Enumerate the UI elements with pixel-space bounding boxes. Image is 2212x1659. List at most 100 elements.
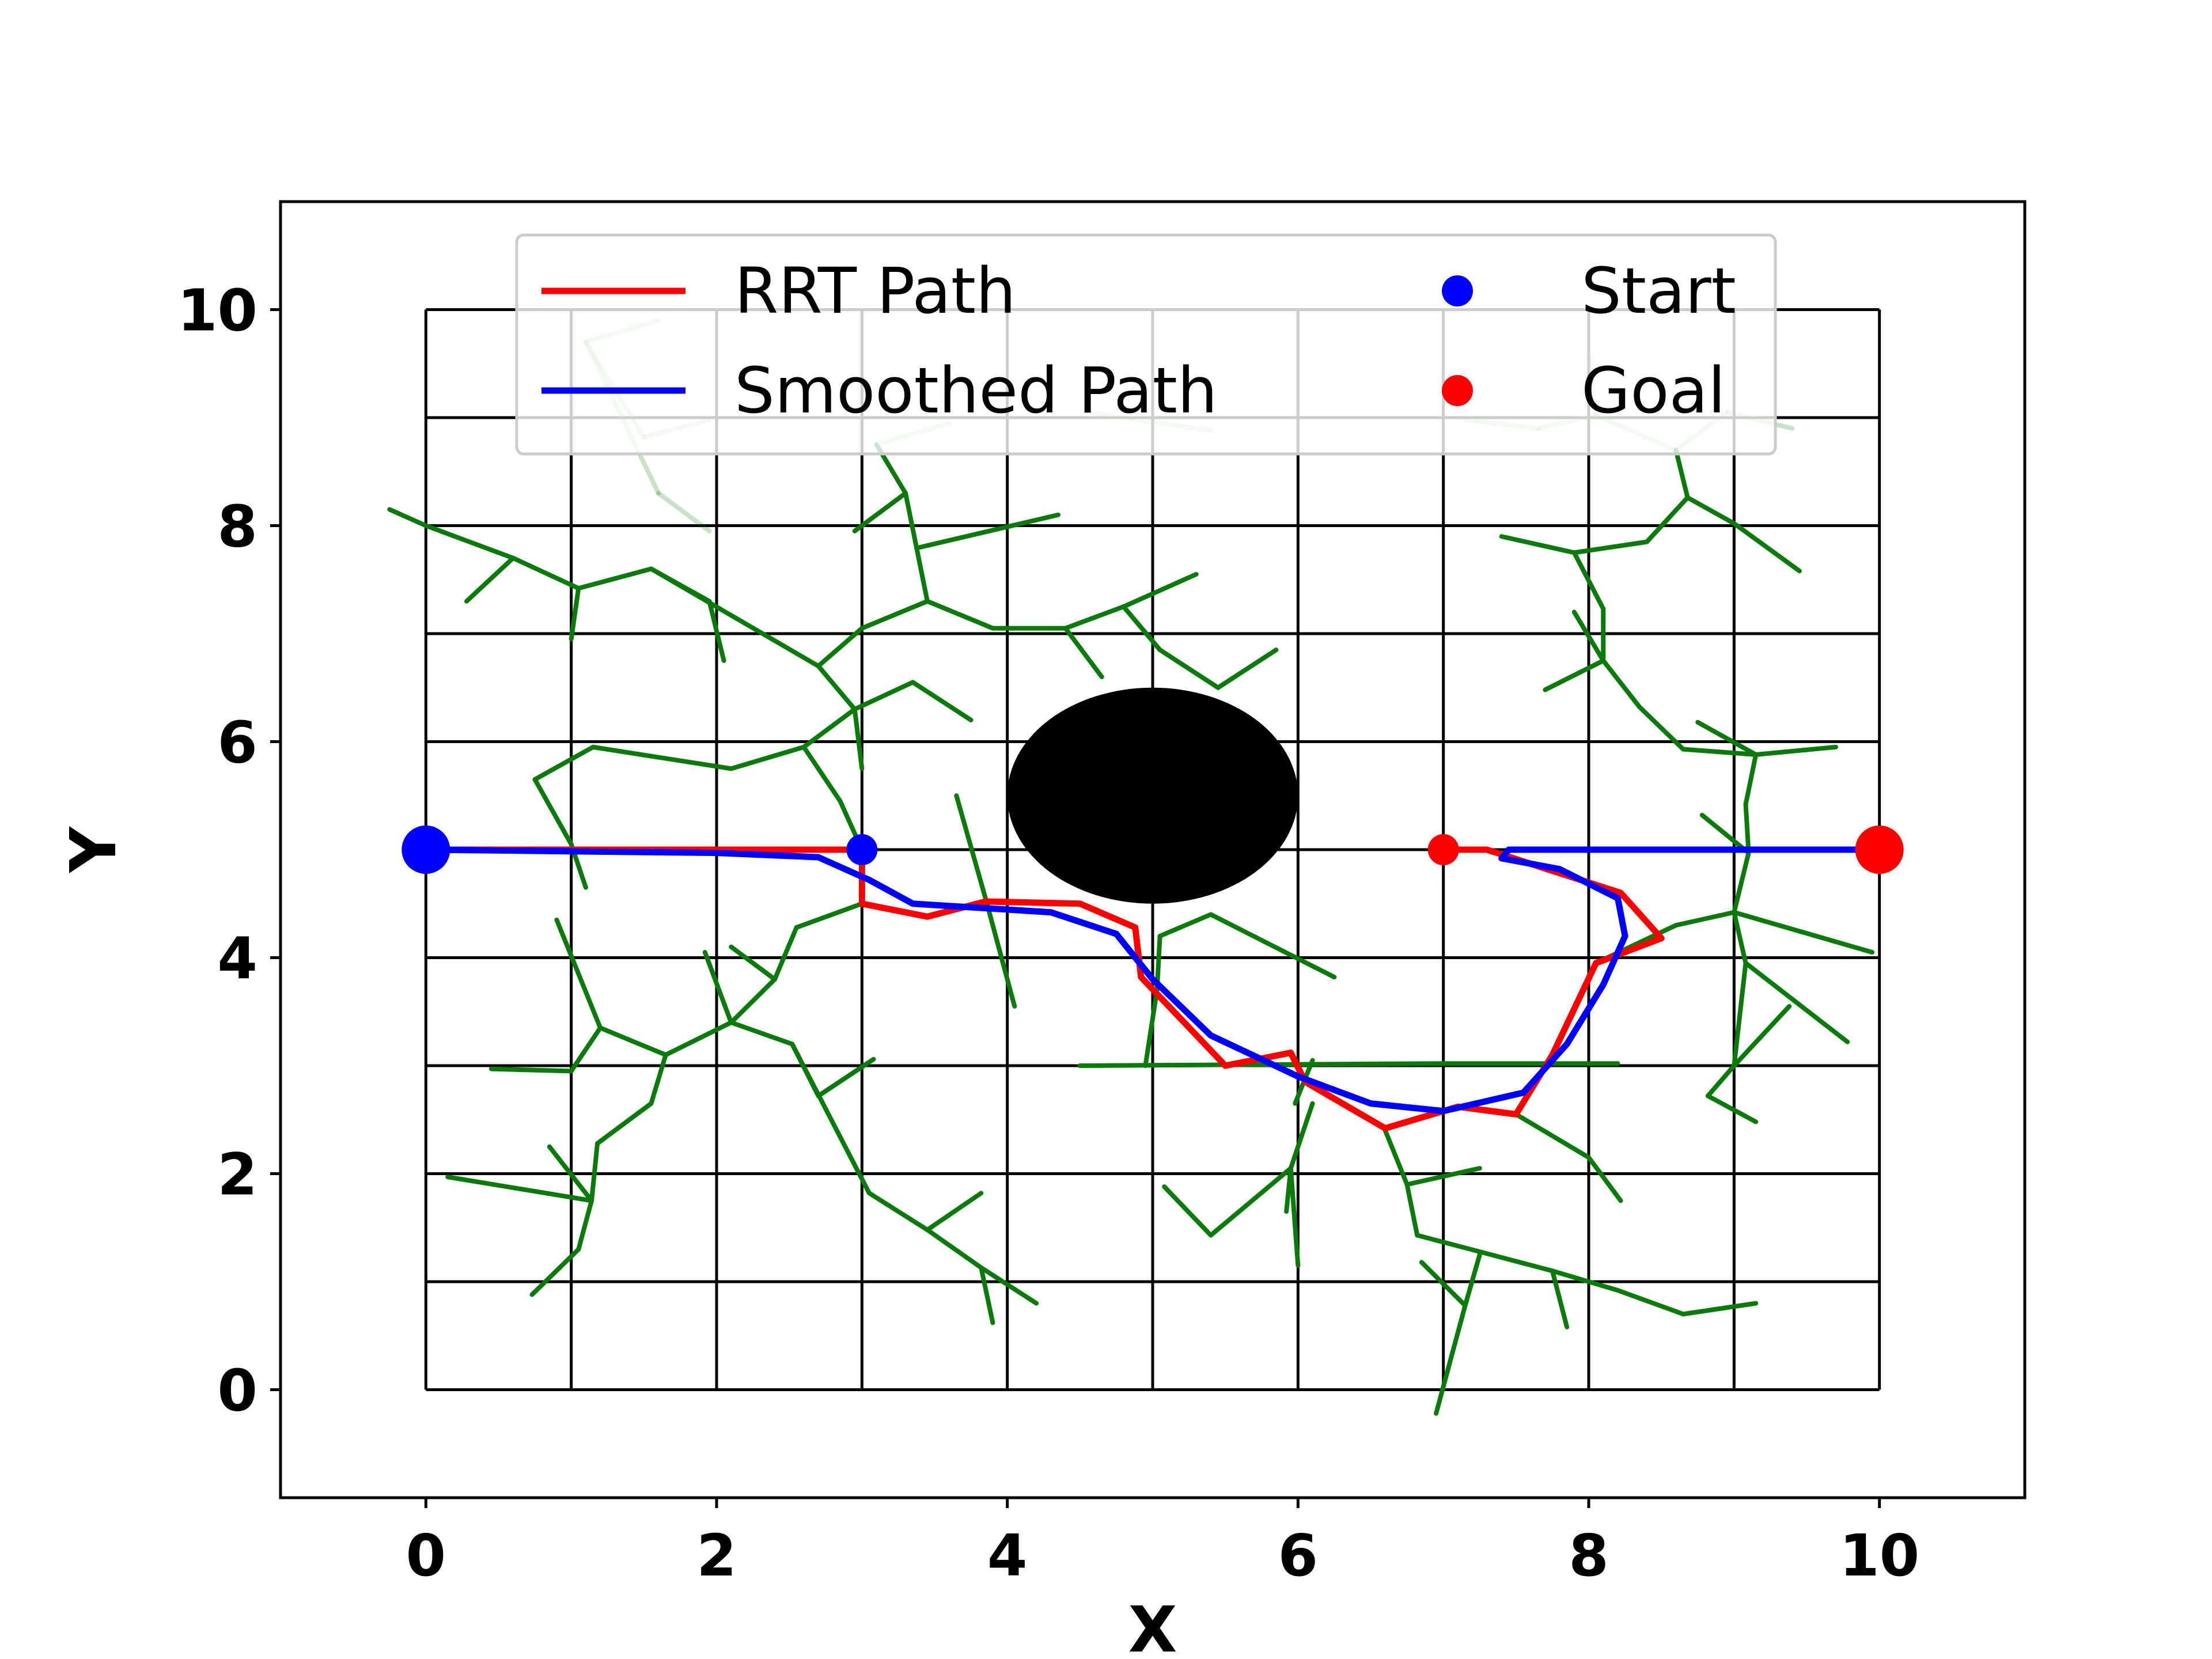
tree-edge <box>1732 850 1751 915</box>
tree-edge <box>852 491 908 533</box>
tree-edge <box>1415 1233 1555 1274</box>
tree-edge <box>1284 1166 1293 1214</box>
tree-edge <box>1571 550 1606 611</box>
smoothed-path-line <box>422 846 1883 1115</box>
obstacle-layer <box>1007 687 1298 904</box>
tree-edge <box>1550 1268 1570 1330</box>
tree-edge <box>729 1020 795 1047</box>
tree-edge <box>1673 910 1737 928</box>
tree-edge <box>1732 910 1748 965</box>
tree-edge <box>1063 604 1126 631</box>
tree-edge <box>569 1025 603 1074</box>
tree-edge <box>1743 752 1759 807</box>
tree-edge <box>918 512 1060 550</box>
tree-edge <box>1571 609 1606 663</box>
tree-edge <box>1162 1184 1213 1238</box>
tree-edge <box>794 901 865 930</box>
x-axis-title: X <box>1128 1593 1177 1659</box>
tree-edge <box>1644 495 1690 544</box>
x-tick-label: 6 <box>1278 1522 1319 1589</box>
obstacle <box>1007 687 1298 904</box>
tree-edge <box>1208 912 1337 980</box>
y-tick-label: 6 <box>217 709 257 777</box>
x-tick-label: 2 <box>696 1522 737 1589</box>
marker-layer <box>402 825 1904 874</box>
tree-edge <box>1543 658 1606 692</box>
tree-edge <box>729 744 806 771</box>
tree-edge <box>816 1056 876 1099</box>
tree-edge <box>1681 1301 1759 1317</box>
tree-edge <box>903 491 930 604</box>
tree-edge <box>1404 1166 1482 1187</box>
tree-edge <box>589 1141 600 1203</box>
tree-edge <box>576 1198 594 1252</box>
tree-edge <box>1743 802 1751 855</box>
tree-edge <box>1550 1268 1620 1293</box>
x-tick-label: 10 <box>1839 1522 1919 1589</box>
y-axis-title: Y <box>56 826 130 874</box>
tree-edge <box>983 896 1017 1009</box>
tree-edge <box>790 1041 821 1099</box>
tree-edge <box>1434 1303 1468 1416</box>
tree-edge <box>1673 448 1690 500</box>
tree-edge <box>1513 1112 1591 1160</box>
rrt-path-line <box>422 846 1665 1132</box>
x-tick-label: 4 <box>987 1522 1028 1589</box>
legend-label-goal: Goal <box>1581 354 1726 427</box>
tree-edge <box>925 1228 984 1270</box>
tree-edge <box>510 555 581 591</box>
tree-edge <box>1288 1101 1315 1171</box>
tree-edge <box>1685 495 1737 526</box>
tree-edge <box>532 744 596 782</box>
tree-edge <box>1571 539 1649 555</box>
tree-edge <box>1743 960 1850 1044</box>
tree-edge <box>729 977 777 1025</box>
y-tick-label: 4 <box>217 925 257 993</box>
tree-edge <box>1063 626 1104 679</box>
tree-edge <box>801 707 857 749</box>
start-marker <box>846 834 878 865</box>
tree-edge <box>529 1247 581 1297</box>
tree-edge <box>1404 1182 1420 1238</box>
axis-ticks: 0 2 4 6 8 10 0 2 4 6 8 10 <box>177 277 1919 1590</box>
goal-marker <box>1855 825 1904 874</box>
legend-label-rrt-path: RRT Path <box>734 254 1016 328</box>
tree-edge <box>852 680 915 712</box>
tree-edge <box>1382 1128 1410 1187</box>
goal-marker <box>1427 834 1459 865</box>
x-tick-label: 0 <box>406 1522 446 1589</box>
tree-edge <box>554 917 603 1031</box>
tree-edge <box>859 599 930 631</box>
tree-edge-faded <box>656 491 712 533</box>
tree-edge <box>1077 1061 1446 1068</box>
tree-edge <box>979 1265 1039 1306</box>
tree-edge <box>663 1020 734 1058</box>
tree-edge <box>801 744 843 804</box>
tree-edge <box>576 566 654 591</box>
y-tick-label: 10 <box>177 277 257 344</box>
tree-edge <box>547 1144 594 1203</box>
legend-swatch-goal <box>1442 375 1473 406</box>
tree-edge <box>1732 960 1748 1068</box>
plot-frame <box>279 200 2027 1499</box>
tree-edge <box>1586 1155 1623 1203</box>
tree-edge <box>1208 1166 1293 1238</box>
tree-edge <box>925 599 995 631</box>
tree-edge <box>772 925 799 982</box>
tree-edge <box>1601 658 1642 710</box>
tree-edge <box>1732 1003 1792 1068</box>
tree-edge <box>488 1066 574 1074</box>
tree-edge <box>1463 1252 1482 1308</box>
legend-swatch-start <box>1442 275 1473 306</box>
tree-edge <box>1705 1093 1759 1124</box>
tree-edge <box>1695 719 1759 757</box>
tree-edge <box>1419 1260 1468 1308</box>
tree-edge <box>1637 704 1686 752</box>
tree-edge <box>979 1265 995 1325</box>
tree-edge <box>852 707 865 771</box>
path-layer <box>422 846 1883 1132</box>
tree-edge <box>707 599 726 663</box>
tree-edge <box>816 626 865 669</box>
tree-edge <box>1732 521 1802 574</box>
